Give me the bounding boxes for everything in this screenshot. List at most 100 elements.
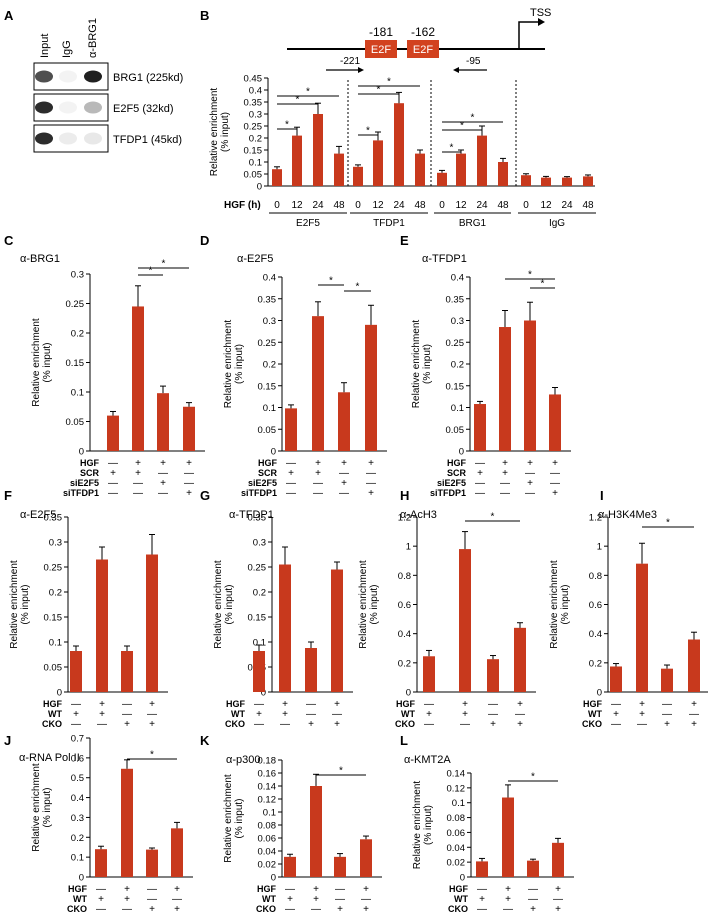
- significance-marker: *: [377, 85, 381, 96]
- x-tick-label: 12: [372, 200, 384, 211]
- y-tick-label: 0.3: [249, 110, 262, 121]
- condition-mark: —: [286, 458, 296, 469]
- y-tick-label: 0: [79, 873, 84, 884]
- condition-mark: +: [363, 904, 369, 915]
- condition-mark: +: [288, 468, 294, 479]
- significance-marker: *: [541, 279, 545, 290]
- y-axis-label-unit: (% input): [20, 584, 31, 624]
- bar: [284, 856, 296, 877]
- condition-mark: +: [363, 884, 369, 895]
- e2f-site-box-2: [407, 40, 439, 58]
- condition-label: HGF: [80, 458, 100, 468]
- condition-mark: +: [160, 478, 166, 489]
- y-tick-label: 0: [261, 688, 266, 699]
- lane-label-brg1: α-BRG1: [87, 18, 99, 58]
- condition-mark: —: [528, 894, 538, 905]
- y-tick-label: 0.8: [589, 571, 602, 582]
- bar: [552, 842, 564, 877]
- condition-mark: —: [611, 699, 621, 710]
- y-tick-label: 0.1: [263, 403, 276, 414]
- condition-mark: +: [313, 884, 319, 895]
- y-tick-label: 0: [57, 688, 62, 699]
- condition-label: HGF: [449, 884, 469, 894]
- condition-mark: —: [96, 904, 106, 915]
- y-tick-label: 0.25: [244, 122, 263, 133]
- condition-mark: +: [527, 478, 533, 489]
- bar: [285, 408, 297, 451]
- y-tick-label: 0.7: [71, 734, 84, 745]
- condition-label: CKO: [256, 904, 276, 914]
- condition-mark: +: [186, 458, 192, 469]
- bar: [541, 177, 551, 186]
- e2f-site-label-1: E2F: [371, 44, 391, 56]
- y-tick-label: 0.1: [253, 638, 266, 649]
- bar: [121, 651, 133, 692]
- tss-arrow-head: [538, 18, 545, 26]
- condition-mark: —: [306, 709, 316, 720]
- condition-mark: +: [517, 719, 523, 730]
- condition-mark: —: [366, 468, 376, 479]
- y-tick-label: 0.2: [451, 360, 464, 371]
- condition-mark: +: [552, 458, 558, 469]
- bar: [334, 153, 344, 186]
- panel-letter-e: E: [400, 233, 409, 248]
- bar: [521, 175, 531, 186]
- condition-mark: —: [332, 709, 342, 720]
- condition-mark: —: [335, 894, 345, 905]
- y-tick-label: 0.6: [589, 600, 602, 611]
- blot-band: [59, 70, 77, 83]
- x-tick-label: 24: [476, 200, 488, 211]
- x-tick-label: 0: [274, 200, 280, 211]
- bar: [107, 415, 119, 451]
- chart-title: α-AcH3: [400, 509, 437, 521]
- blot-band-label: TFDP1 (45kd): [113, 134, 182, 146]
- blot-band: [35, 132, 53, 145]
- y-tick-label: 0.35: [44, 513, 63, 524]
- y-tick-label: 0.3: [451, 316, 464, 327]
- condition-mark: —: [286, 488, 296, 499]
- bar: [360, 839, 372, 877]
- significance-marker: *: [450, 143, 454, 154]
- y-axis-label-unit: (% input): [42, 342, 53, 382]
- blot-band: [59, 132, 77, 145]
- condition-mark: +: [691, 699, 697, 710]
- e2f-site-box-1: [365, 40, 397, 58]
- condition-mark: +: [315, 458, 321, 469]
- y-tick-label: 0.05: [258, 425, 277, 436]
- panel-letter-l: L: [400, 733, 408, 748]
- condition-mark: +: [530, 904, 536, 915]
- condition-mark: —: [172, 894, 182, 905]
- y-tick-label: 1.2: [398, 513, 411, 524]
- y-tick-label: 0.2: [589, 658, 602, 669]
- condition-mark: —: [515, 709, 525, 720]
- condition-label: SCR: [447, 468, 467, 478]
- y-tick-label: 0: [79, 447, 84, 458]
- y-axis-label-unit: (% input): [234, 798, 245, 838]
- condition-mark: +: [502, 458, 508, 469]
- bar: [146, 554, 158, 692]
- x-tick-label: 24: [312, 200, 324, 211]
- condition-label: HGF: [43, 699, 63, 709]
- bar: [132, 306, 144, 451]
- condition-label: WT: [401, 709, 415, 719]
- condition-mark: +: [149, 904, 155, 915]
- bar: [334, 856, 346, 877]
- significance-marker: *: [460, 121, 464, 132]
- condition-mark: —: [488, 699, 498, 710]
- bar: [502, 797, 514, 877]
- condition-mark: —: [122, 699, 132, 710]
- y-tick-label: 0.15: [244, 146, 263, 157]
- panel-e-chart: Eα-TFDP1 0 0.05 0.1 0.15 0.2 0.25 0.3 0.35 0.4 Rel…: [400, 233, 571, 499]
- condition-mark: —: [158, 488, 168, 499]
- y-tick-label: 0.15: [66, 358, 85, 369]
- y-axis-label: Relative enrichment: [223, 774, 234, 863]
- group-label: BRG1: [459, 218, 487, 229]
- y-tick-label: 0.3: [263, 316, 276, 327]
- x-tick-label: 12: [540, 200, 552, 211]
- x-tick-label: 0: [355, 200, 361, 211]
- y-tick-label: 0.35: [244, 98, 263, 109]
- significance-marker: *: [162, 259, 166, 270]
- y-axis-label-unit: (% input): [423, 805, 434, 845]
- bar: [365, 324, 377, 451]
- condition-mark: —: [108, 478, 118, 489]
